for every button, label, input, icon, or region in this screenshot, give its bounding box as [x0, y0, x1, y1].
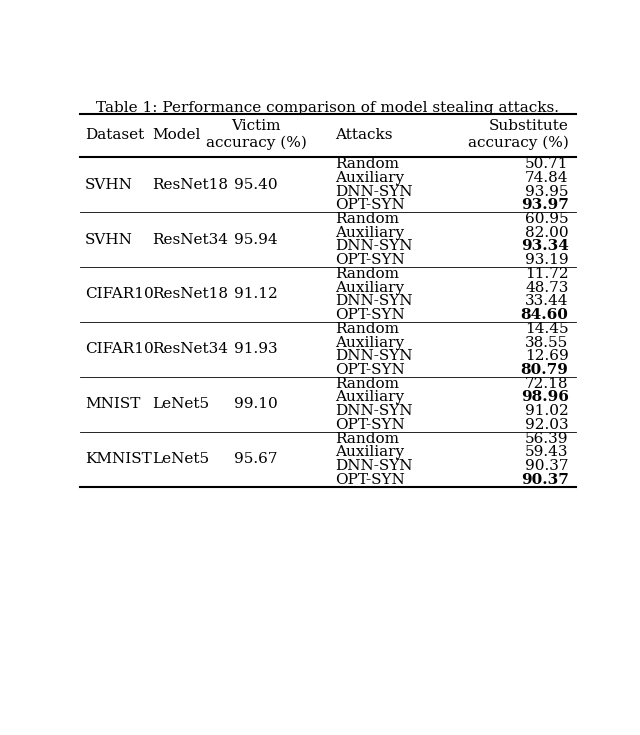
Text: LeNet5: LeNet5	[152, 452, 209, 466]
Text: DNN-SYN: DNN-SYN	[335, 459, 413, 473]
Text: Model: Model	[152, 128, 200, 142]
Text: Random: Random	[335, 212, 399, 226]
Text: Table 1: Performance comparison of model stealing attacks.: Table 1: Performance comparison of model…	[97, 101, 559, 115]
Text: DNN-SYN: DNN-SYN	[335, 294, 413, 309]
Text: Auxiliary: Auxiliary	[335, 171, 404, 184]
Text: 98.96: 98.96	[521, 390, 568, 404]
Text: 80.79: 80.79	[521, 363, 568, 377]
Text: Random: Random	[335, 157, 399, 171]
Text: 82.00: 82.00	[525, 226, 568, 240]
Text: 74.84: 74.84	[525, 171, 568, 184]
Text: OPT-SYN: OPT-SYN	[335, 418, 405, 432]
Text: ResNet18: ResNet18	[152, 178, 228, 192]
Text: OPT-SYN: OPT-SYN	[335, 473, 405, 487]
Text: ResNet34: ResNet34	[152, 343, 228, 356]
Text: Auxiliary: Auxiliary	[335, 226, 404, 240]
Text: 93.34: 93.34	[521, 240, 568, 254]
Text: 95.40: 95.40	[234, 178, 278, 192]
Text: 90.37: 90.37	[521, 473, 568, 487]
Text: Auxiliary: Auxiliary	[335, 445, 404, 459]
Text: 12.69: 12.69	[525, 349, 568, 363]
Text: 91.12: 91.12	[234, 287, 278, 301]
Text: 11.72: 11.72	[525, 267, 568, 281]
Text: Auxiliary: Auxiliary	[335, 335, 404, 350]
Text: SVHN: SVHN	[85, 232, 133, 246]
Text: 50.71: 50.71	[525, 157, 568, 171]
Text: 72.18: 72.18	[525, 377, 568, 391]
Text: 59.43: 59.43	[525, 445, 568, 459]
Text: Random: Random	[335, 431, 399, 445]
Text: 91.93: 91.93	[234, 343, 278, 356]
Text: 38.55: 38.55	[525, 335, 568, 350]
Text: MNIST: MNIST	[85, 398, 140, 412]
Text: ResNet34: ResNet34	[152, 232, 228, 246]
Text: DNN-SYN: DNN-SYN	[335, 404, 413, 418]
Text: Victim
accuracy (%): Victim accuracy (%)	[205, 119, 307, 150]
Text: 93.19: 93.19	[525, 253, 568, 268]
Text: SVHN: SVHN	[85, 178, 133, 192]
Text: 93.97: 93.97	[521, 198, 568, 212]
Text: OPT-SYN: OPT-SYN	[335, 253, 405, 268]
Text: ResNet18: ResNet18	[152, 287, 228, 301]
Text: 99.10: 99.10	[234, 398, 278, 412]
Text: Random: Random	[335, 377, 399, 391]
Text: 91.02: 91.02	[525, 404, 568, 418]
Text: Attacks: Attacks	[335, 128, 393, 142]
Text: Random: Random	[335, 322, 399, 336]
Text: 48.73: 48.73	[525, 281, 568, 295]
Text: Substitute
accuracy (%): Substitute accuracy (%)	[468, 119, 568, 150]
Text: Auxiliary: Auxiliary	[335, 281, 404, 295]
Text: 93.95: 93.95	[525, 184, 568, 198]
Text: 14.45: 14.45	[525, 322, 568, 336]
Text: 92.03: 92.03	[525, 418, 568, 432]
Text: 56.39: 56.39	[525, 431, 568, 445]
Text: 60.95: 60.95	[525, 212, 568, 226]
Text: DNN-SYN: DNN-SYN	[335, 349, 413, 363]
Text: Random: Random	[335, 267, 399, 281]
Text: OPT-SYN: OPT-SYN	[335, 198, 405, 212]
Text: KMNIST: KMNIST	[85, 452, 152, 466]
Text: DNN-SYN: DNN-SYN	[335, 240, 413, 254]
Text: Dataset: Dataset	[85, 128, 144, 142]
Text: 33.44: 33.44	[525, 294, 568, 309]
Text: OPT-SYN: OPT-SYN	[335, 363, 405, 377]
Text: Auxiliary: Auxiliary	[335, 390, 404, 404]
Text: OPT-SYN: OPT-SYN	[335, 308, 405, 322]
Text: CIFAR10: CIFAR10	[85, 287, 154, 301]
Text: 84.60: 84.60	[521, 308, 568, 322]
Text: 95.67: 95.67	[234, 452, 278, 466]
Text: LeNet5: LeNet5	[152, 398, 209, 412]
Text: 95.94: 95.94	[234, 232, 278, 246]
Text: DNN-SYN: DNN-SYN	[335, 184, 413, 198]
Text: 90.37: 90.37	[525, 459, 568, 473]
Text: CIFAR10: CIFAR10	[85, 343, 154, 356]
